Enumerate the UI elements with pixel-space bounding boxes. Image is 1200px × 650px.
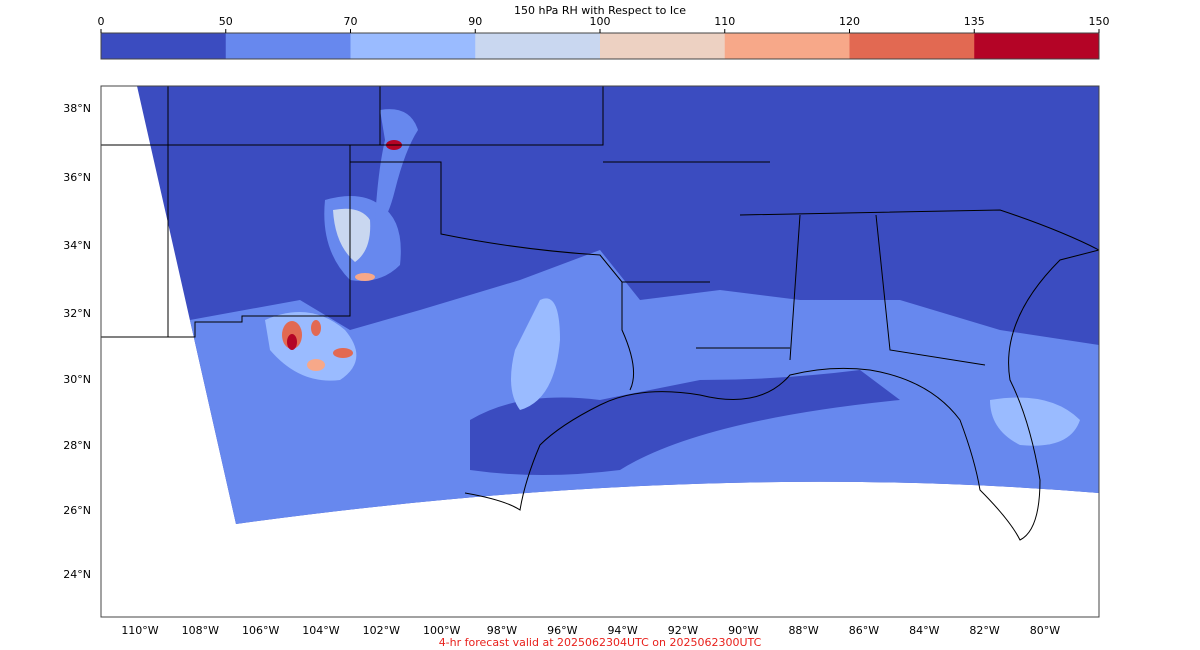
lon-label: 90°W: [728, 624, 758, 637]
colorbar-tick-label: 70: [344, 15, 358, 28]
lon-label: 104°W: [302, 624, 339, 637]
colorbar-segment: [849, 33, 975, 59]
lat-label: 24°N: [63, 568, 91, 581]
rh-region: [990, 397, 1080, 446]
lon-label: 100°W: [423, 624, 460, 637]
rh-region: [311, 320, 321, 336]
axis-labels: 38°N 36°N 34°N 32°N 30°N 28°N 26°N 24°N 110°W 108…: [63, 102, 1060, 637]
lon-label: 86°W: [849, 624, 879, 637]
lon-label: 94°W: [607, 624, 637, 637]
rh-region: [333, 208, 371, 262]
colorbar-segment: [225, 33, 351, 59]
colorbar-tick-label: 120: [839, 15, 860, 28]
colorbar-segment: [475, 33, 601, 59]
lon-label: 110°W: [121, 624, 158, 637]
colorbar-tick-label: 150: [1089, 15, 1110, 28]
colorbar-tick-label: 0: [98, 15, 105, 28]
colorbar-segment: [974, 33, 1100, 59]
colorbar-tick-label: 135: [964, 15, 985, 28]
lon-label: 98°W: [487, 624, 517, 637]
colorbar-title: 150 hPa RH with Respect to Ice: [514, 4, 686, 17]
lat-label: 30°N: [63, 373, 91, 386]
colorbar-tick-label: 90: [468, 15, 482, 28]
map: [100, 85, 1100, 618]
lon-label: 84°W: [909, 624, 939, 637]
colorbar-segment: [350, 33, 476, 59]
lat-label: 38°N: [63, 102, 91, 115]
rh-region: [355, 273, 375, 281]
colorbar-tick-label: 100: [590, 15, 611, 28]
lat-label: 36°N: [63, 171, 91, 184]
colorbar-segment: [600, 33, 726, 59]
lon-label: 92°W: [668, 624, 698, 637]
lon-label: 96°W: [547, 624, 577, 637]
lon-label: 106°W: [242, 624, 279, 637]
colorbar-tick-label: 50: [219, 15, 233, 28]
lat-label: 28°N: [63, 439, 91, 452]
colorbar-segment: [101, 33, 227, 59]
colorbar-tick-label: 110: [714, 15, 735, 28]
lat-label: 34°N: [63, 239, 91, 252]
colorbar-segment: [724, 33, 850, 59]
rh-region: [511, 298, 560, 410]
lat-label: 32°N: [63, 307, 91, 320]
lon-label: 102°W: [363, 624, 400, 637]
rh-region: [307, 359, 325, 371]
rh-region: [375, 109, 418, 222]
lon-label: 108°W: [182, 624, 219, 637]
forecast-footer: 4-hr forecast valid at 2025062304UTC on …: [439, 636, 762, 649]
lon-label: 82°W: [969, 624, 999, 637]
lon-label: 88°W: [788, 624, 818, 637]
boundaries: [101, 86, 1099, 541]
rh-region: [190, 250, 1099, 524]
map-frame: [100, 85, 1100, 618]
colorbar: 0 50 70 90 100 110 120 135 150: [98, 15, 1110, 60]
rh-region: [287, 334, 297, 350]
rh-region: [470, 370, 900, 475]
lat-label: 26°N: [63, 504, 91, 517]
rh-region: [333, 348, 353, 358]
lon-label: 80°W: [1030, 624, 1060, 637]
